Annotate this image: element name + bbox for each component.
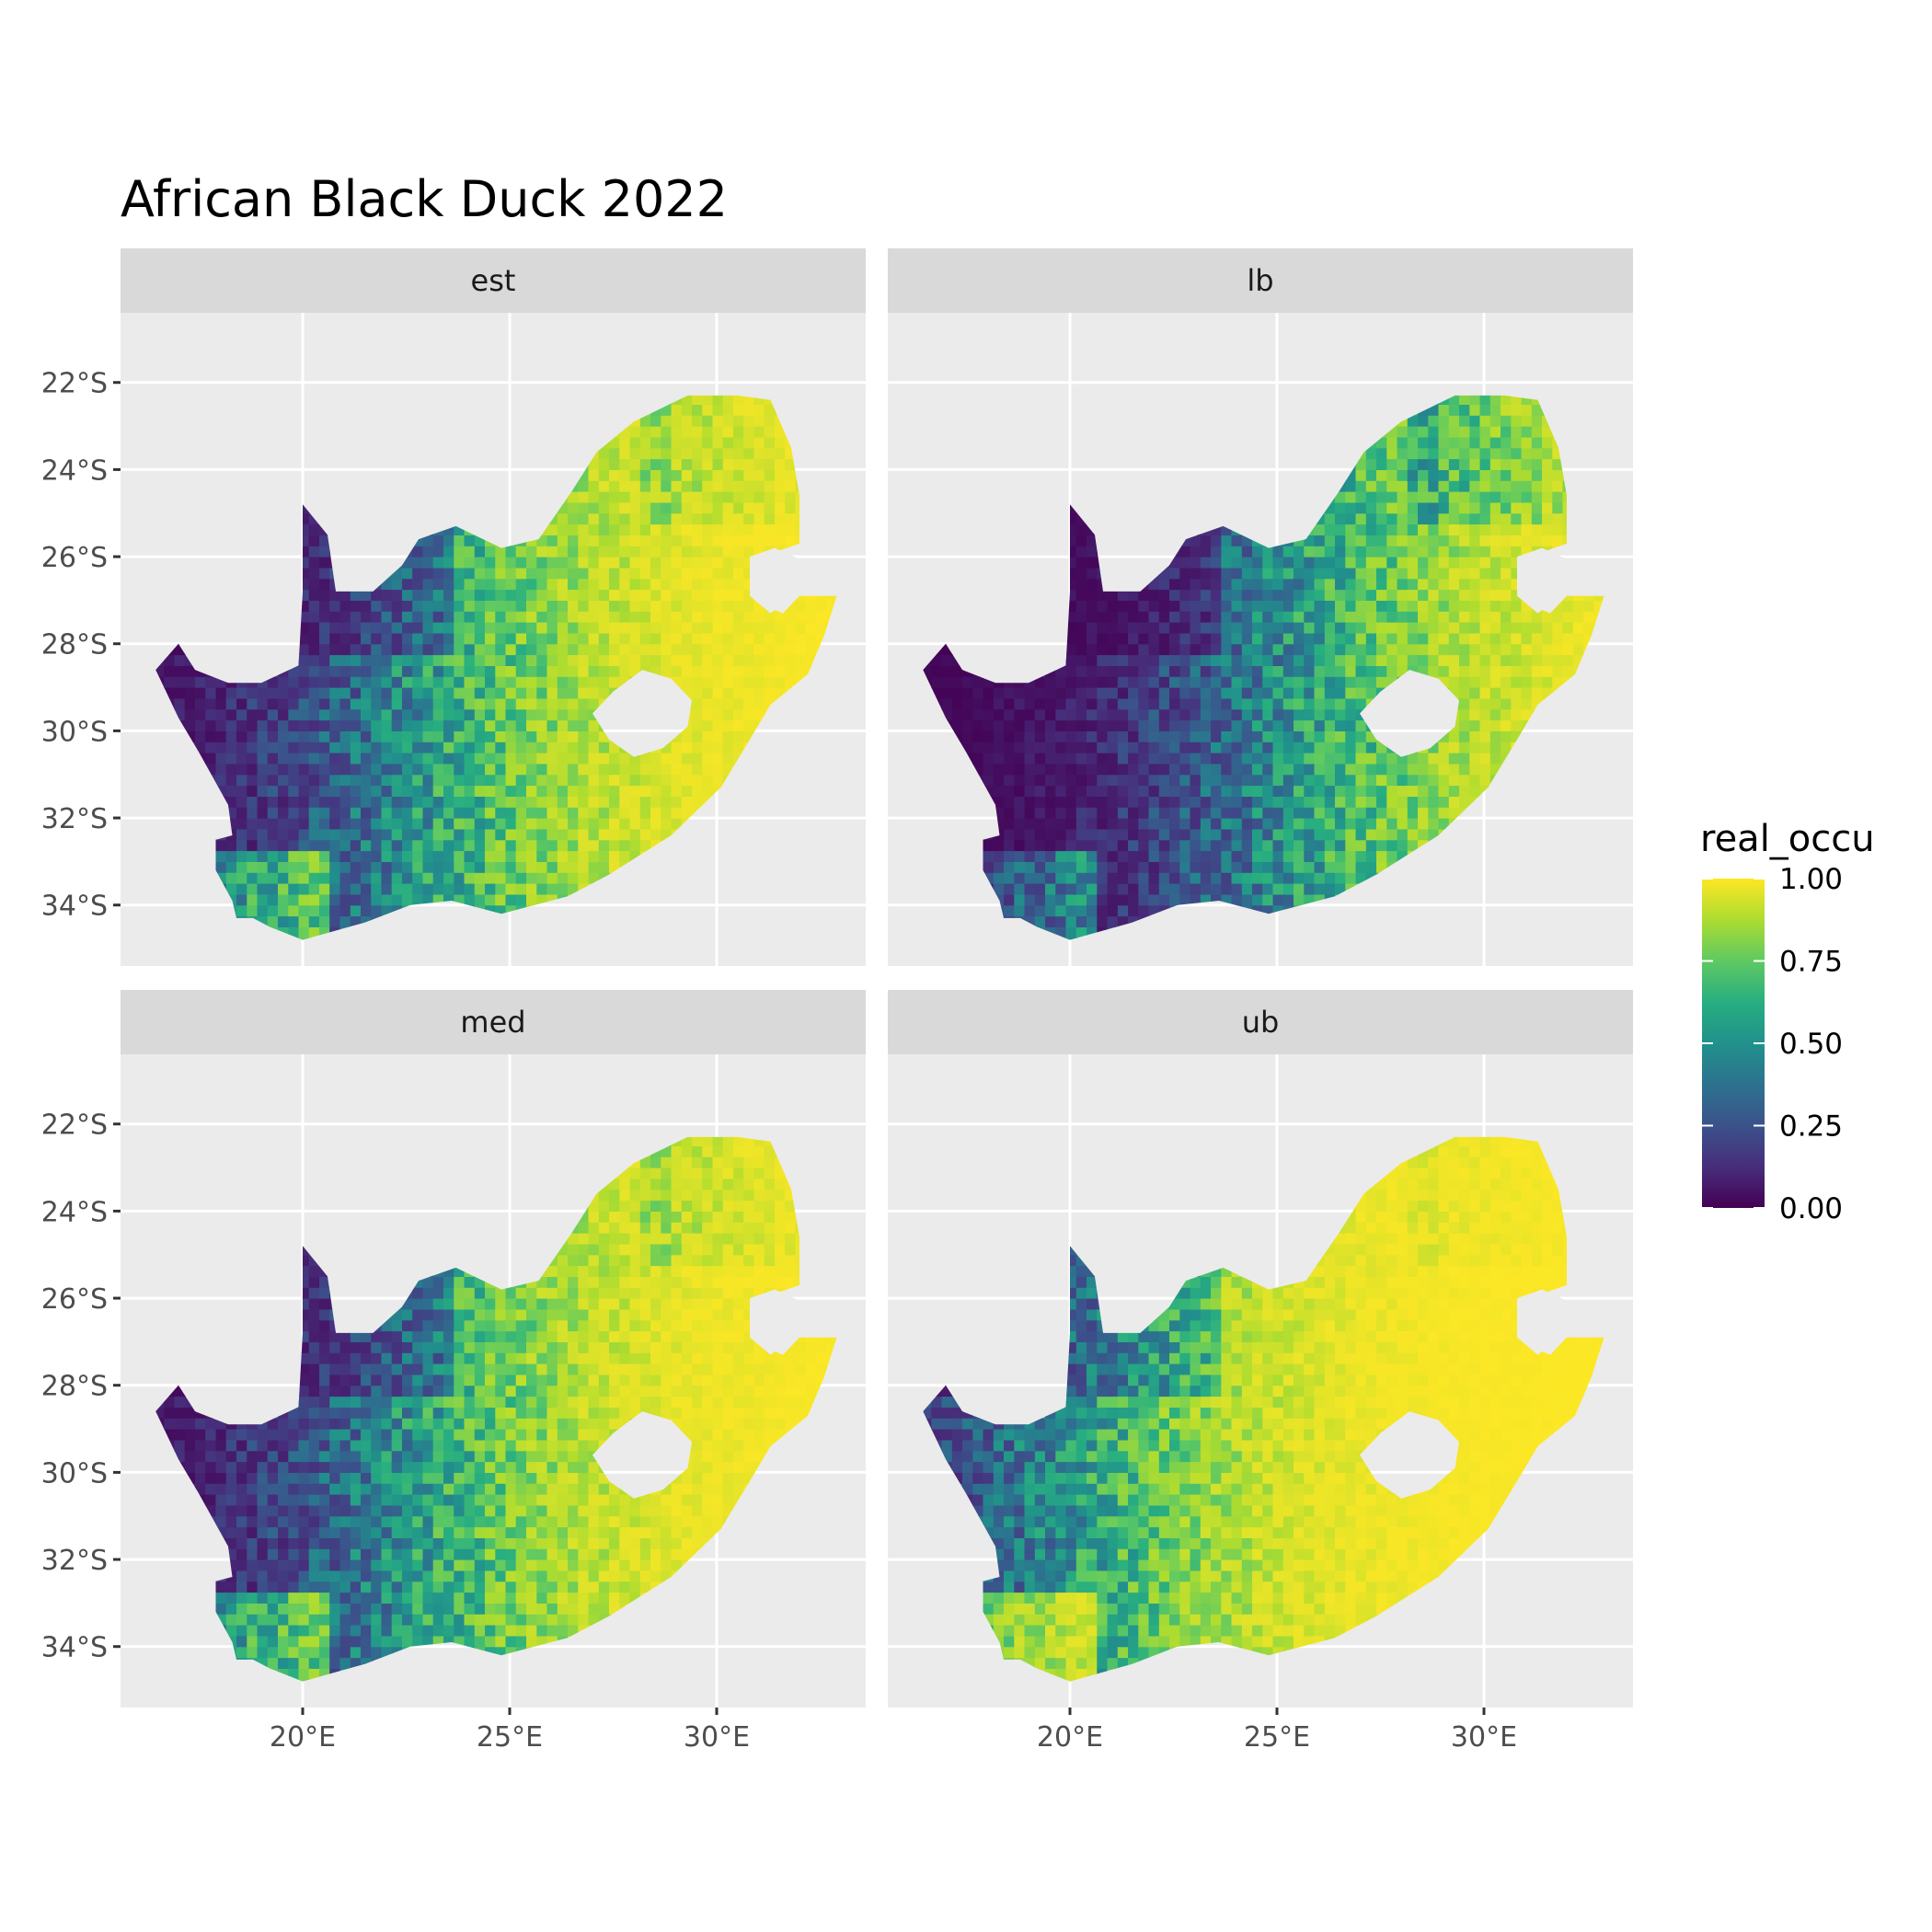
x-tick-label: 25°E xyxy=(1244,1721,1310,1754)
facet-strip-label: ub xyxy=(1242,1005,1280,1040)
facet-strip xyxy=(888,990,1633,1054)
y-tick-label: 24°S xyxy=(41,454,108,487)
y-tick-label: 32°S xyxy=(41,803,108,835)
y-tick-label: 34°S xyxy=(41,891,108,923)
legend-ticks: 1.00 0.75 0.50 0.25 0.00 xyxy=(1702,863,1843,1225)
y-tick-label: 24°S xyxy=(41,1196,108,1228)
x-tick-label: 30°E xyxy=(1451,1721,1517,1754)
y-tick-label: 34°S xyxy=(41,1632,108,1664)
y-tick-label: 32°S xyxy=(41,1545,108,1577)
x-tick-label: 20°E xyxy=(270,1721,336,1754)
y-tick-label: 28°S xyxy=(41,629,108,661)
y-tick-label: 26°S xyxy=(41,1283,108,1316)
legend-title: real_occu xyxy=(1700,818,1875,860)
facet-strip xyxy=(888,248,1633,313)
facet-panel-est: est 22°S 24°S 26°S 28°S 30°S 32°S 34°S xyxy=(41,248,866,966)
facet-strip-label: med xyxy=(460,1005,525,1040)
x-tick-label: 30°E xyxy=(684,1721,750,1754)
legend-tick-label: 0.75 xyxy=(1779,946,1843,979)
eswatini-gap xyxy=(1517,1289,1571,1355)
y-tick-label: 30°S xyxy=(41,716,108,748)
eswatini-gap xyxy=(750,1289,804,1355)
y-tick-label: 28°S xyxy=(41,1371,108,1403)
x-tick-label: 25°E xyxy=(477,1721,543,1754)
y-tick-label: 22°S xyxy=(41,1110,108,1142)
legend: real_occu 1.00 0.75 0.50 0.25 0.00 xyxy=(1700,818,1875,1225)
facet-strip-label: lb xyxy=(1247,263,1273,298)
eswatini-gap xyxy=(750,547,804,614)
facet-panel-med: med 22°S 24°S 26°S 28°S 30°S 32°S 34°S 20°E 25°E 3… xyxy=(41,990,866,1754)
facet-panel-lb: lb xyxy=(888,248,1633,966)
facet-strip xyxy=(121,990,866,1054)
facet-panel-ub: ub 20°E 25°E 30°E xyxy=(888,990,1633,1754)
y-tick-label: 22°S xyxy=(41,368,108,400)
legend-tick-label: 0.25 xyxy=(1779,1110,1843,1144)
legend-tick-label: 0.50 xyxy=(1779,1028,1843,1061)
plot-title: African Black Duck 2022 xyxy=(121,170,728,228)
facet-panels: est 22°S 24°S 26°S 28°S 30°S 32°S 34°S lb med 22°S… xyxy=(41,248,1633,1754)
facet-strip xyxy=(121,248,866,313)
legend-tick-label: 1.00 xyxy=(1779,863,1843,896)
facet-strip-label: est xyxy=(471,263,516,298)
x-tick-label: 20°E xyxy=(1037,1721,1103,1754)
eswatini-gap xyxy=(1517,547,1571,614)
y-tick-label: 26°S xyxy=(41,542,108,574)
y-tick-label: 30°S xyxy=(41,1457,108,1489)
legend-tick-label: 0.00 xyxy=(1779,1192,1843,1225)
